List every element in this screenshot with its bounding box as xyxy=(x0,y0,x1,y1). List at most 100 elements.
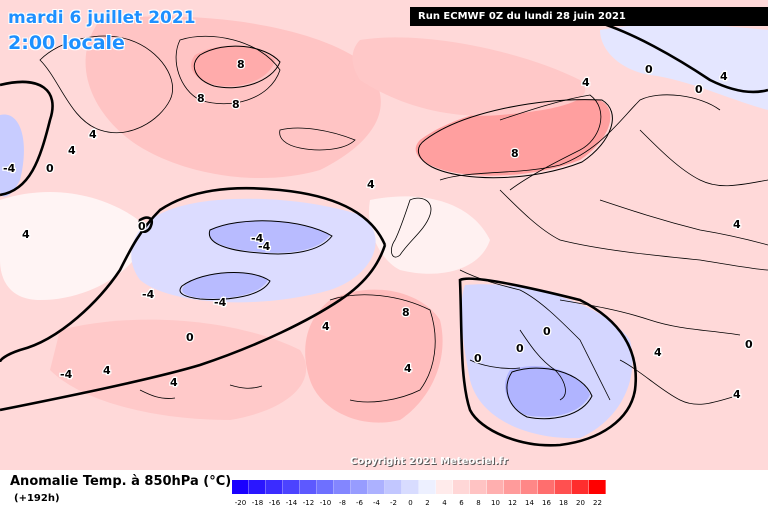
contour-label: 4 xyxy=(733,388,741,401)
contour-label: 0 xyxy=(745,338,753,351)
legend-swatch xyxy=(266,480,283,494)
neutral-region-mid-atlantic xyxy=(0,191,150,300)
contour-label: -4 xyxy=(142,288,155,301)
four-contours xyxy=(179,45,613,420)
legend-swatch xyxy=(487,480,504,494)
cold-core-italy xyxy=(505,366,590,417)
warm-region-scandinavia xyxy=(415,99,611,176)
contour-label: 0 xyxy=(645,63,653,76)
legend-swatch xyxy=(504,480,521,494)
legend-swatch xyxy=(402,480,419,494)
legend-swatch xyxy=(589,480,606,494)
legend-tick-label: -20 xyxy=(234,499,247,507)
legend-swatch xyxy=(572,480,589,494)
legend-swatch xyxy=(317,480,334,494)
contour-label: 0 xyxy=(138,220,146,233)
legend-tick-label: -2 xyxy=(390,499,397,507)
forecast-hour-label: (+192h) xyxy=(14,493,60,504)
legend-tick-label: 16 xyxy=(542,499,551,507)
contour-label: 8 xyxy=(511,147,519,160)
legend-swatch xyxy=(470,480,487,494)
legend-swatch xyxy=(232,480,249,494)
cold-region-northeast xyxy=(600,24,768,110)
legend-swatch xyxy=(334,480,351,494)
contour-label: 4 xyxy=(103,364,111,377)
legend-swatch xyxy=(436,480,453,494)
cold-core-atlantic-north xyxy=(209,220,330,253)
contour-label: -4 xyxy=(3,162,16,175)
contour-label: 4 xyxy=(582,76,590,89)
legend-tick-label: 18 xyxy=(559,499,568,507)
cold-region-northwest xyxy=(0,114,24,197)
field-name-label: Anomalie Temp. à 850hPa (°C) xyxy=(10,474,232,489)
legend-tick-label: -16 xyxy=(268,499,281,507)
contour-label: 0 xyxy=(186,331,194,344)
legend-swatch xyxy=(283,480,300,494)
neutral-region-north-sea xyxy=(369,196,490,274)
contour-label: 4 xyxy=(89,128,97,141)
legend-swatch xyxy=(385,480,402,494)
legend-tick-label: 14 xyxy=(525,499,534,507)
contour-label: -4 xyxy=(60,368,73,381)
legend-tick-label: 12 xyxy=(508,499,517,507)
legend-tick-label: -18 xyxy=(251,499,264,507)
legend-swatch xyxy=(521,480,538,494)
contour-label: 8 xyxy=(197,92,205,105)
legend-swatch xyxy=(368,480,385,494)
legend-swatch xyxy=(249,480,266,494)
contour-label: 4 xyxy=(322,320,330,333)
legend-tick-label: -4 xyxy=(373,499,380,507)
contour-labels: 8 8 8 4 4 0 -4 -4 0 4 -4 -4 -4 0 8 4 4 0… xyxy=(2,57,755,403)
legend-swatch xyxy=(538,480,555,494)
warm-region-iberia xyxy=(305,289,443,423)
legend-tick-label: -14 xyxy=(285,499,298,507)
legend-tick-label: -8 xyxy=(339,499,346,507)
contour-label: 4 xyxy=(733,218,741,231)
contour-label: 4 xyxy=(68,144,76,157)
legend-tick-label: -6 xyxy=(356,499,363,507)
model-run-banner: Run ECMWF 0Z du lundi 28 juin 2021 xyxy=(410,7,768,26)
legend-tick-label: 4 xyxy=(442,499,447,507)
contour-label: 4 xyxy=(22,228,30,241)
legend-tick-label: 0 xyxy=(408,499,413,507)
legend-tick-label: 2 xyxy=(425,499,430,507)
contour-label: -4 xyxy=(258,240,271,253)
zero-contours xyxy=(0,18,768,447)
forecast-time-title: 2:00 locale xyxy=(8,32,125,54)
contour-label: 4 xyxy=(170,376,178,389)
legend-tick-label: -12 xyxy=(302,499,315,507)
legend-swatch xyxy=(453,480,470,494)
contour-label: 0 xyxy=(516,342,524,355)
cold-core-atlantic-south xyxy=(182,272,268,299)
legend-tick-label: 8 xyxy=(476,499,481,507)
contour-label: 0 xyxy=(543,325,551,338)
contour-label: 8 xyxy=(232,98,240,111)
contour-label: 4 xyxy=(720,70,728,83)
contour-label: -4 xyxy=(214,296,227,309)
legend-tick-label: 6 xyxy=(459,499,464,507)
forecast-date-title: mardi 6 juillet 2021 xyxy=(8,8,196,28)
contour-label: 4 xyxy=(367,178,375,191)
legend-tick-label: 22 xyxy=(593,499,602,507)
copyright-label: Copyright 2021 Meteociel.fr xyxy=(350,456,508,467)
contour-label: 0 xyxy=(474,352,482,365)
legend-swatch xyxy=(419,480,436,494)
contour-label: 8 xyxy=(402,306,410,319)
contour-label: 4 xyxy=(654,346,662,359)
color-scale-legend xyxy=(232,480,606,494)
legend-swatch xyxy=(300,480,317,494)
warm-region-core-greenland xyxy=(191,45,275,87)
warm-region-greenland xyxy=(85,16,381,179)
color-scale-ticks: -20 -18 -16 -14 -12 -10 -8 -6 -4 -2 0 2 4 6 8 10 12 14 16 1… xyxy=(232,499,602,511)
contour-label: -4 xyxy=(251,232,264,245)
legend-tick-label: 10 xyxy=(491,499,500,507)
contour-label: 0 xyxy=(695,83,703,96)
anomaly-map: 8 8 8 4 4 0 -4 -4 0 4 -4 -4 -4 0 8 4 4 0… xyxy=(0,0,768,470)
legend-tick-label: 20 xyxy=(576,499,585,507)
legend-tick-label: -10 xyxy=(319,499,332,507)
legend-swatch xyxy=(351,480,368,494)
contour-label: 0 xyxy=(46,162,54,175)
contour-label: 8 xyxy=(237,58,245,71)
legend-swatch xyxy=(555,480,572,494)
contour-label: 4 xyxy=(404,362,412,375)
